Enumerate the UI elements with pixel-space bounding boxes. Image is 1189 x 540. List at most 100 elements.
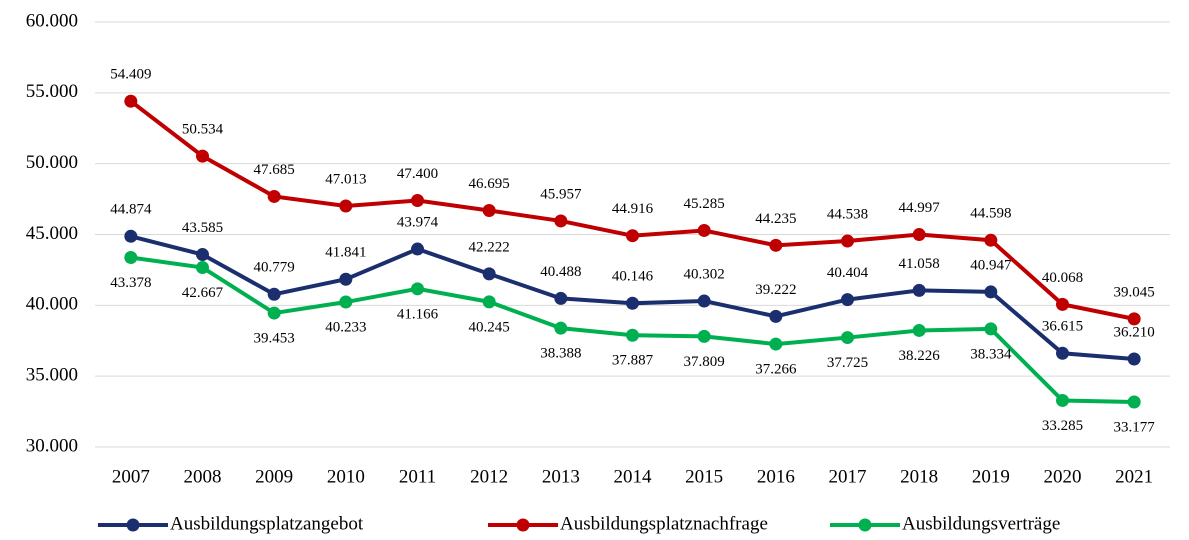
value-label: 36.210 — [1114, 324, 1155, 340]
value-label: 44.538 — [827, 206, 868, 222]
x-tick-label: 2014 — [614, 466, 653, 487]
data-point — [984, 233, 998, 247]
data-point — [984, 285, 998, 299]
legend-marker — [858, 518, 872, 532]
data-point — [196, 261, 209, 275]
value-label: 50.534 — [182, 122, 224, 138]
data-point — [769, 309, 783, 323]
data-point — [1127, 312, 1141, 326]
value-label: 40.245 — [469, 319, 510, 335]
data-point — [339, 272, 353, 286]
value-label: 33.285 — [1042, 418, 1083, 434]
value-label: 47.685 — [254, 162, 295, 178]
value-label: 44.598 — [970, 206, 1011, 222]
data-point — [339, 199, 353, 213]
y-tick-label: 50.000 — [26, 152, 78, 173]
value-label: 37.266 — [755, 362, 797, 378]
value-label: 44.916 — [612, 201, 654, 217]
data-point — [697, 223, 711, 237]
value-label: 47.400 — [397, 166, 438, 182]
value-label: 43.974 — [397, 214, 439, 230]
data-point — [339, 295, 353, 309]
data-point — [554, 214, 568, 228]
data-point — [912, 228, 926, 242]
x-tick-label: 2010 — [327, 466, 365, 487]
x-tick-label: 2017 — [829, 466, 867, 487]
data-point — [411, 194, 424, 207]
value-label: 38.226 — [899, 348, 941, 364]
y-tick-label: 30.000 — [26, 435, 78, 456]
legend-label: Ausbildungsverträge — [902, 513, 1060, 534]
value-label: 40.404 — [827, 265, 869, 281]
value-label: 41.058 — [899, 256, 940, 272]
value-label: 45.957 — [540, 186, 582, 202]
value-label: 43.585 — [182, 220, 223, 236]
value-label: 37.887 — [612, 353, 654, 369]
value-label: 44.997 — [899, 200, 941, 216]
x-tick-label: 2009 — [255, 466, 293, 487]
data-point — [411, 242, 424, 256]
value-label: 39.453 — [254, 331, 295, 347]
data-point — [411, 282, 424, 296]
data-point — [984, 322, 998, 336]
data-point — [912, 323, 926, 337]
data-point — [697, 294, 711, 308]
y-tick-label: 45.000 — [26, 223, 78, 244]
value-label: 36.615 — [1042, 319, 1083, 335]
value-label: 45.285 — [684, 196, 725, 212]
value-label: 44.235 — [755, 211, 796, 227]
legend-marker — [126, 518, 140, 532]
data-point — [912, 283, 926, 297]
y-tick-label: 40.000 — [26, 294, 78, 315]
legend-label: Ausbildungsplatzangebot — [170, 513, 364, 534]
data-point — [267, 189, 281, 203]
data-point — [482, 203, 496, 217]
data-point — [626, 296, 639, 310]
x-tick-label: 2008 — [184, 466, 222, 487]
data-point — [626, 229, 639, 243]
data-point — [1056, 297, 1069, 311]
value-label: 46.695 — [469, 176, 510, 192]
data-point — [1127, 395, 1141, 409]
data-point — [196, 248, 209, 262]
value-label: 40.302 — [684, 266, 725, 282]
value-label: 41.841 — [325, 245, 366, 261]
value-label: 40.068 — [1042, 270, 1083, 286]
value-label: 54.409 — [110, 67, 151, 83]
x-tick-label: 2020 — [1044, 466, 1082, 487]
data-point — [1056, 393, 1069, 407]
data-point — [482, 295, 496, 309]
value-label: 43.378 — [110, 275, 151, 291]
value-label: 39.045 — [1114, 284, 1155, 300]
data-point — [554, 291, 568, 305]
y-tick-label: 60.000 — [26, 10, 78, 31]
data-point — [841, 234, 854, 248]
value-label: 40.488 — [540, 264, 581, 280]
data-point — [267, 287, 281, 301]
value-label: 38.388 — [540, 346, 581, 362]
data-point — [124, 250, 138, 264]
x-tick-label: 2013 — [542, 466, 580, 487]
value-label: 39.222 — [755, 282, 796, 298]
y-tick-label: 55.000 — [26, 81, 78, 102]
data-point — [626, 328, 639, 342]
data-point — [124, 229, 138, 243]
x-tick-label: 2021 — [1115, 466, 1153, 487]
value-label: 42.222 — [469, 239, 510, 255]
data-point — [554, 321, 568, 335]
legend-label: Ausbildungsplatznachfrage — [560, 513, 768, 534]
value-label: 37.809 — [684, 354, 725, 370]
value-label: 44.874 — [110, 202, 152, 218]
x-tick-label: 2018 — [900, 466, 938, 487]
value-label: 38.334 — [970, 346, 1012, 362]
value-label: 40.947 — [970, 257, 1012, 273]
x-tick-label: 2012 — [470, 466, 508, 487]
value-label: 33.177 — [1114, 419, 1156, 435]
y-tick-label: 35.000 — [26, 365, 78, 386]
value-label: 40.233 — [325, 319, 366, 335]
data-point — [769, 337, 783, 351]
x-tick-label: 2016 — [757, 466, 795, 487]
data-point — [841, 331, 854, 345]
data-point — [482, 267, 496, 281]
